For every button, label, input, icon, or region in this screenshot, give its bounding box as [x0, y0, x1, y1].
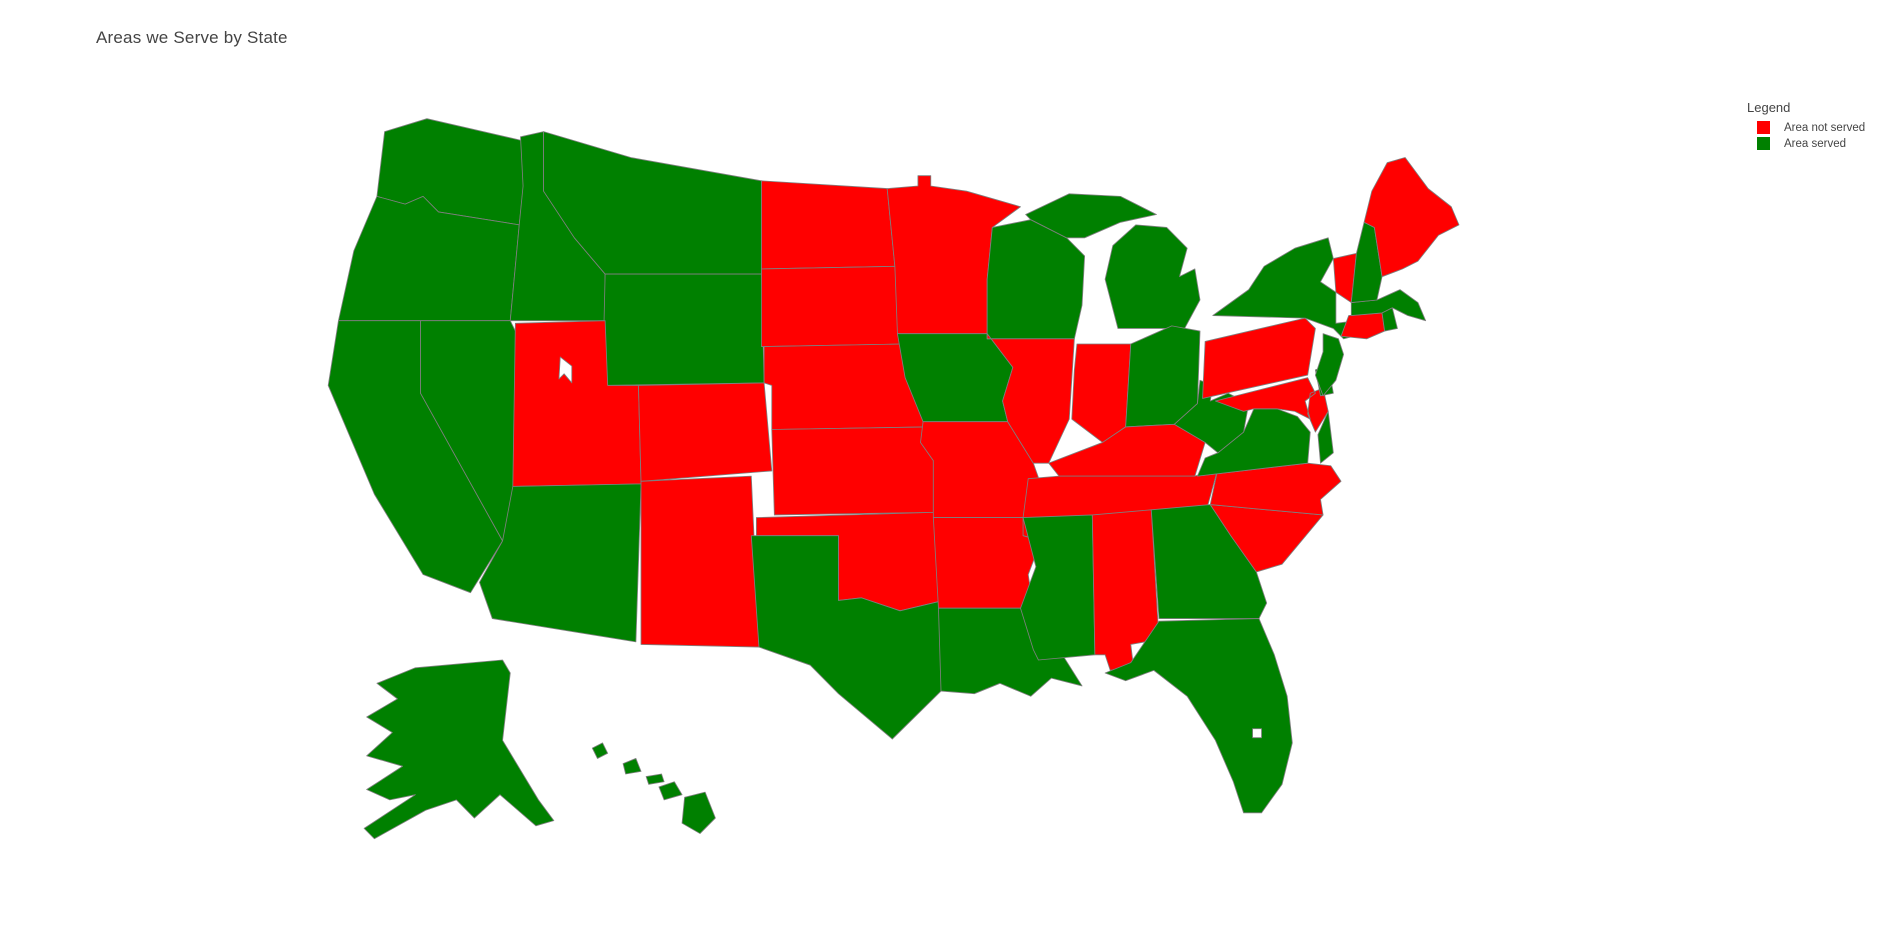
legend-swatch-not_served: [1757, 121, 1770, 134]
state-AK[interactable]: Alaska: [363, 659, 555, 840]
state-FL[interactable]: Florida: [1104, 618, 1293, 814]
state-NC[interactable]: North Carolina: [1197, 462, 1342, 516]
state-MS[interactable]: Mississippi: [1020, 514, 1096, 661]
legend-items: Area not served Area served: [1747, 121, 1865, 150]
legend: Legend Area not served Area served: [1747, 100, 1865, 153]
us-map-svg: WashingtonOregonCaliforniaNevadaIdahoMon…: [327, 118, 1460, 840]
state-SD[interactable]: South Dakota: [761, 265, 903, 348]
legend-swatch-served: [1757, 137, 1770, 150]
state-KY[interactable]: Kentucky: [1048, 423, 1206, 477]
us-choropleth-map: WashingtonOregonCaliforniaNevadaIdahoMon…: [300, 85, 1550, 875]
legend-item-not_served[interactable]: Area not served: [1757, 121, 1865, 134]
state-NJ[interactable]: New Jersey: [1314, 333, 1345, 397]
chart-title: Areas we Serve by State: [96, 28, 288, 47]
state-MI[interactable]: Michigan: [1025, 193, 1201, 329]
legend-title: Legend: [1747, 100, 1791, 115]
state-MA[interactable]: Massachusetts: [1350, 289, 1427, 322]
state-KS[interactable]: Kansas: [771, 426, 934, 516]
state-IN[interactable]: Indiana: [1071, 343, 1132, 443]
state-IL[interactable]: Illinois: [986, 333, 1075, 464]
state-CT[interactable]: Connecticut: [1340, 312, 1386, 340]
legend-label: Area not served: [1784, 121, 1866, 134]
state-ND[interactable]: North Dakota: [761, 180, 896, 270]
state-HI[interactable]: Hawaii: [591, 742, 716, 834]
great-salt-lake: [558, 356, 573, 384]
lake-okeechobee: [1252, 728, 1262, 739]
legend-item-served[interactable]: Area served: [1757, 137, 1865, 150]
state-CO[interactable]: Colorado: [638, 382, 773, 482]
state-WY[interactable]: Wyoming: [602, 273, 765, 386]
state-NM[interactable]: New Mexico: [640, 475, 760, 648]
state-PA[interactable]: Pennsylvania: [1202, 317, 1316, 399]
state-ME[interactable]: Maine: [1363, 157, 1460, 278]
legend-label: Area served: [1784, 137, 1847, 150]
